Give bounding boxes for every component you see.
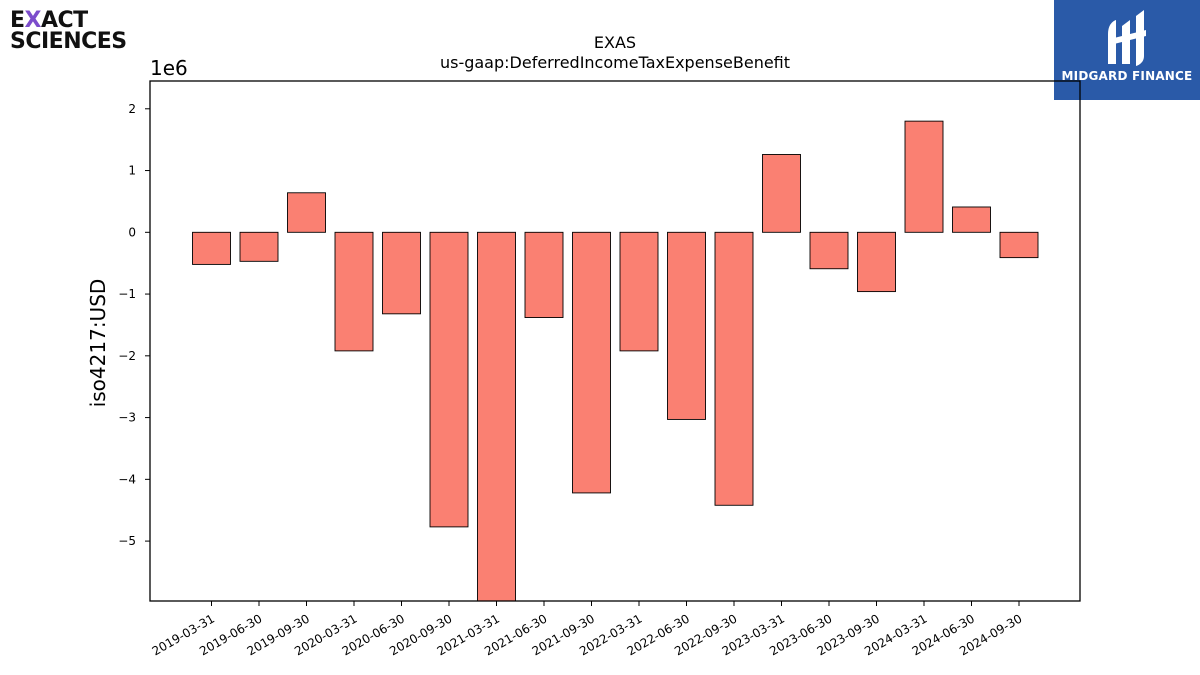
y-tick-label: −2 bbox=[118, 349, 136, 363]
midgard-finance-logo: MIDGARD FINANCE bbox=[1054, 0, 1200, 100]
bar-2024-09-30 bbox=[999, 231, 1039, 259]
bar-2020-06-30 bbox=[382, 231, 421, 315]
bar-2019-06-30 bbox=[239, 231, 279, 262]
bar-2021-06-30 bbox=[524, 231, 564, 318]
bar-2024-06-30 bbox=[952, 206, 991, 233]
logo-letter-e: E bbox=[10, 8, 25, 33]
x-ticks-group: 2019-03-312019-06-302019-09-302020-03-31… bbox=[150, 601, 1025, 658]
logo-letters-act: ACT bbox=[41, 8, 88, 33]
bar-2019-03-31 bbox=[192, 231, 231, 265]
y-tick-label: −1 bbox=[118, 287, 136, 301]
y-axis-label: iso4217:USD bbox=[86, 279, 110, 408]
bar-2022-03-31 bbox=[619, 231, 659, 352]
bars-group bbox=[192, 120, 1039, 602]
y-tick-label: −3 bbox=[118, 411, 136, 425]
chart-title: EXAS bbox=[594, 33, 636, 52]
bar-2022-06-30 bbox=[667, 231, 706, 420]
bar-2020-03-31 bbox=[334, 231, 374, 352]
bar-2020-09-30 bbox=[429, 231, 469, 528]
y-ticks-group: 2 1 0 −1 −2 −3 −4 −5 bbox=[118, 102, 150, 548]
y-tick-label: 2 bbox=[128, 102, 136, 116]
chart-subtitle: us-gaap:DeferredIncomeTaxExpenseBenefit bbox=[440, 53, 790, 72]
logo-line-1: EXACT bbox=[10, 8, 130, 33]
bar-2023-03-31 bbox=[762, 154, 801, 233]
bar-2021-03-31 bbox=[477, 231, 516, 602]
bar-2021-09-30 bbox=[572, 231, 611, 494]
bar-2022-09-30 bbox=[714, 231, 754, 506]
y-axis-multiplier: 1e6 bbox=[150, 56, 188, 80]
logo-line-2: SCIENCES bbox=[10, 29, 127, 54]
y-tick-label: −4 bbox=[118, 472, 136, 486]
bar-2023-06-30 bbox=[809, 231, 849, 270]
midgard-emblem-icon bbox=[1108, 10, 1146, 66]
bar-2019-09-30 bbox=[287, 192, 326, 233]
midgard-finance-text: MIDGARD FINANCE bbox=[1061, 69, 1193, 83]
y-tick-label: 1 bbox=[128, 164, 136, 178]
plot-frame bbox=[149, 80, 1081, 602]
y-tick-label: −5 bbox=[118, 534, 136, 548]
bar-2024-03-31 bbox=[904, 120, 944, 233]
bar-2023-09-30 bbox=[857, 231, 896, 293]
exact-sciences-logo: EXACT SCIENCES bbox=[10, 10, 130, 55]
y-tick-label: 0 bbox=[128, 225, 136, 239]
logo-letter-x: X bbox=[24, 8, 42, 33]
